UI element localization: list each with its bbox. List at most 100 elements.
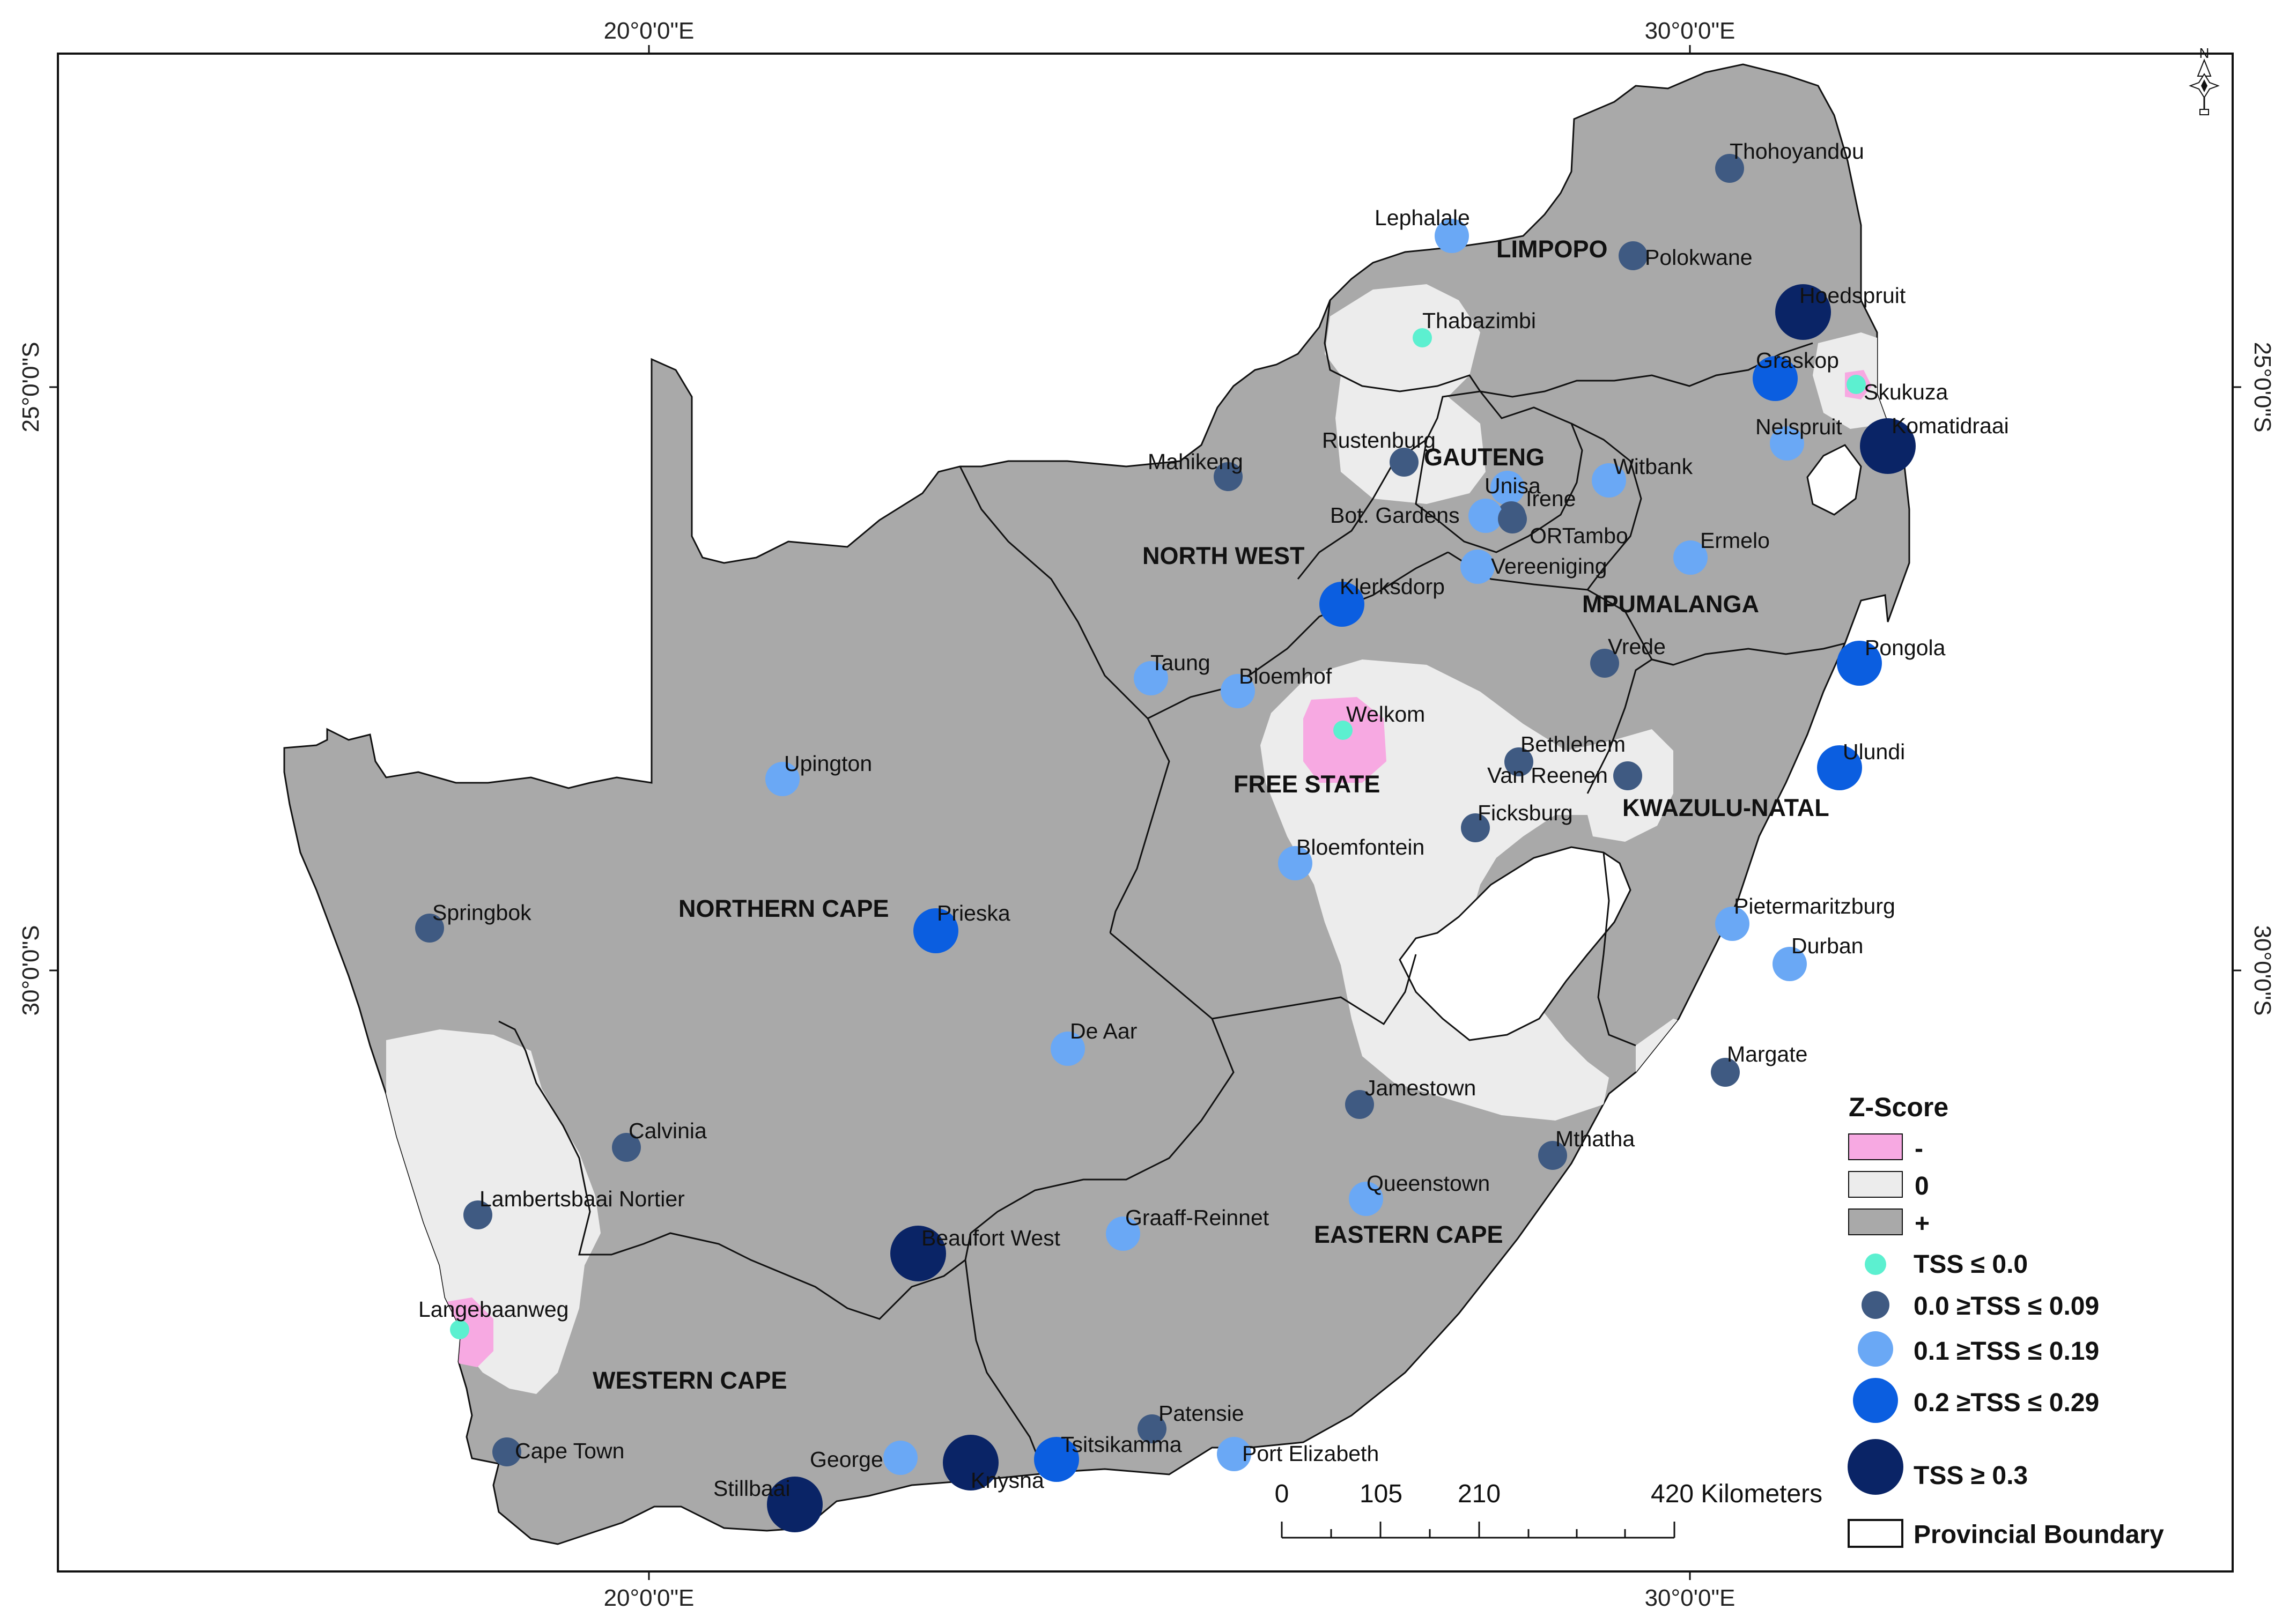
station-marker-bloemhof [1221,674,1255,708]
station-marker-graskop [1753,356,1798,401]
legend-title: Z-Score [1849,1092,1948,1122]
station-label-durban: Durban [1791,933,1863,958]
legend-label-tss-1: 0.0 ≥TSS ≤ 0.09 [1914,1292,2099,1321]
north-arrow-label: N [2199,45,2210,61]
north-arrow: N [2189,45,2220,115]
stations-layer: Thohoyandou Lephalale Polokwane Hoedspruit T… [415,139,2009,1532]
scale-tick-0: 0 [1275,1480,1289,1508]
station-label-mahikeng: Mahikeng [1148,449,1243,474]
station-label-skukuza: Skukuza [1864,380,1948,404]
zscore-surface [386,284,1899,1394]
province-label-mpumalanga: MPUMALANGA [1582,590,1759,618]
station-marker-witbank [1592,463,1626,498]
station-label-bethlehem: Bethlehem [1520,732,1626,757]
station-marker-pietermaritzburg [1715,907,1749,941]
station-marker-polokwane [1619,241,1648,270]
legend-label-positive: + [1915,1210,1930,1238]
station-marker-calvinia [612,1133,641,1162]
station-marker-mahikeng [1214,462,1243,491]
boundary-nc-ec [964,932,1235,1260]
station-marker-bethlehem [1504,747,1533,776]
legend-label-negative: - [1915,1134,1923,1163]
lesotho [1399,846,1631,1041]
north-arrow-base [2199,109,2209,115]
station-marker-stillbaai [767,1477,823,1532]
boundary-lim-nw [1324,300,1481,392]
station-marker-beaufort-west [890,1226,946,1281]
station-label-jamestown: Jamestown [1365,1076,1476,1100]
province-label-north-west: NORTH WEST [1142,542,1304,569]
legend-label-zero: 0 [1915,1172,1929,1200]
scale-tick-210: 210 [1458,1480,1501,1508]
station-label-hoedspruit: Hoedspruit [1799,283,1906,308]
station-label-komatidraai: Komatidraai [1892,413,2009,438]
legend-label-boundary: Provincial Boundary [1914,1521,2164,1549]
station-label-ortambo: ORTambo [1530,523,1628,548]
station-label-vrede: Vrede [1608,634,1666,659]
province-label-gauteng: GAUTENG [1424,443,1545,471]
station-marker-welkom [1333,721,1353,740]
station-marker-nelspruit [1770,426,1804,461]
station-marker-klerksdorp [1319,582,1364,627]
station-label-lambertsbaai-nortier: Lambertsbaai Nortier [479,1187,685,1211]
station-label-rustenburg: Rustenburg [1322,428,1436,453]
station-label-calvinia: Calvinia [629,1118,707,1143]
station-marker-durban [1773,947,1807,981]
station-label-nelspruit: Nelspruit [1755,414,1842,439]
south-africa-landmass [283,63,1910,1545]
station-marker-upington [765,762,800,796]
station-marker-george [883,1441,918,1475]
provincial-boundaries [498,300,1845,1480]
legend-label-tss-0: TSS ≤ 0.0 [1914,1250,2028,1279]
station-marker-graaff-reinnet [1106,1217,1140,1251]
station-marker-unisa [1490,471,1525,505]
station-marker-komatidraai [1860,418,1916,474]
province-labels: LIMPOPO GAUTENG NORTH WEST MPUMALANGA FR… [593,235,1829,1394]
station-marker-lephalale [1435,219,1469,253]
legend-symbol-tss-0 [1865,1254,1886,1275]
lon-label-top-20e: 20°0'0"E [604,18,695,44]
station-label-de-aar: De Aar [1070,1019,1137,1043]
station-marker-de-aar [1051,1032,1085,1066]
station-marker-pongola [1837,641,1882,686]
station-label-margate: Margate [1727,1042,1807,1066]
legend-symbol-tss-2 [1858,1331,1893,1367]
boundary-nc-nw [959,466,1170,933]
station-label-bloemfontein: Bloemfontein [1296,835,1424,859]
station-marker-patensie [1138,1414,1166,1443]
station-marker-ortambo [1498,505,1527,533]
station-label-tsitsikamma: Tsitsikamma [1061,1432,1182,1457]
station-marker-thohoyandou [1715,154,1744,183]
station-label-bot-gardens: Bot. Gardens [1330,503,1460,528]
legend-swatch-zero [1848,1171,1903,1198]
boundary-ec-kzn [1597,852,1636,1047]
station-label-mthatha: Mthatha [1555,1126,1635,1151]
boundary-mp-gp [1571,422,1642,590]
station-marker-cape-town [492,1437,521,1466]
station-label-vereeniging: Vereeniging [1491,554,1607,579]
station-label-ulundi: Ulundi [1843,739,1905,764]
legend-symbol-tss-1 [1862,1291,1889,1319]
zscore-zero-west-coast [386,1029,601,1394]
province-label-kwazulu-natal: KWAZULU-NATAL [1622,794,1829,821]
station-marker-vereeniging [1460,550,1495,584]
station-label-thabazimbi: Thabazimbi [1422,308,1536,333]
lat-label-right-25s: 25°0'0"S [2249,342,2276,433]
station-marker-ulundi [1817,745,1862,790]
boundary-nw-fs [1147,551,1449,720]
station-label-ficksburg: Ficksburg [1478,800,1573,825]
station-label-lephalale: Lephalale [1375,205,1470,230]
station-marker-prieska [913,908,958,953]
scale-tick-105: 105 [1360,1480,1402,1508]
station-label-welkom: Welkom [1346,702,1425,726]
station-label-knysna: Knysna [971,1468,1044,1493]
station-label-ermelo: Ermelo [1700,528,1770,553]
station-marker-vrede [1590,649,1619,678]
boundary-mp-kzn [1651,642,1845,666]
station-label-prieska: Prieska [937,901,1010,925]
station-label-bloemhof: Bloemhof [1239,664,1332,688]
station-label-taung: Taung [1150,650,1210,675]
station-marker-queenstown [1349,1182,1383,1216]
boundary-gauteng [1415,390,1583,553]
